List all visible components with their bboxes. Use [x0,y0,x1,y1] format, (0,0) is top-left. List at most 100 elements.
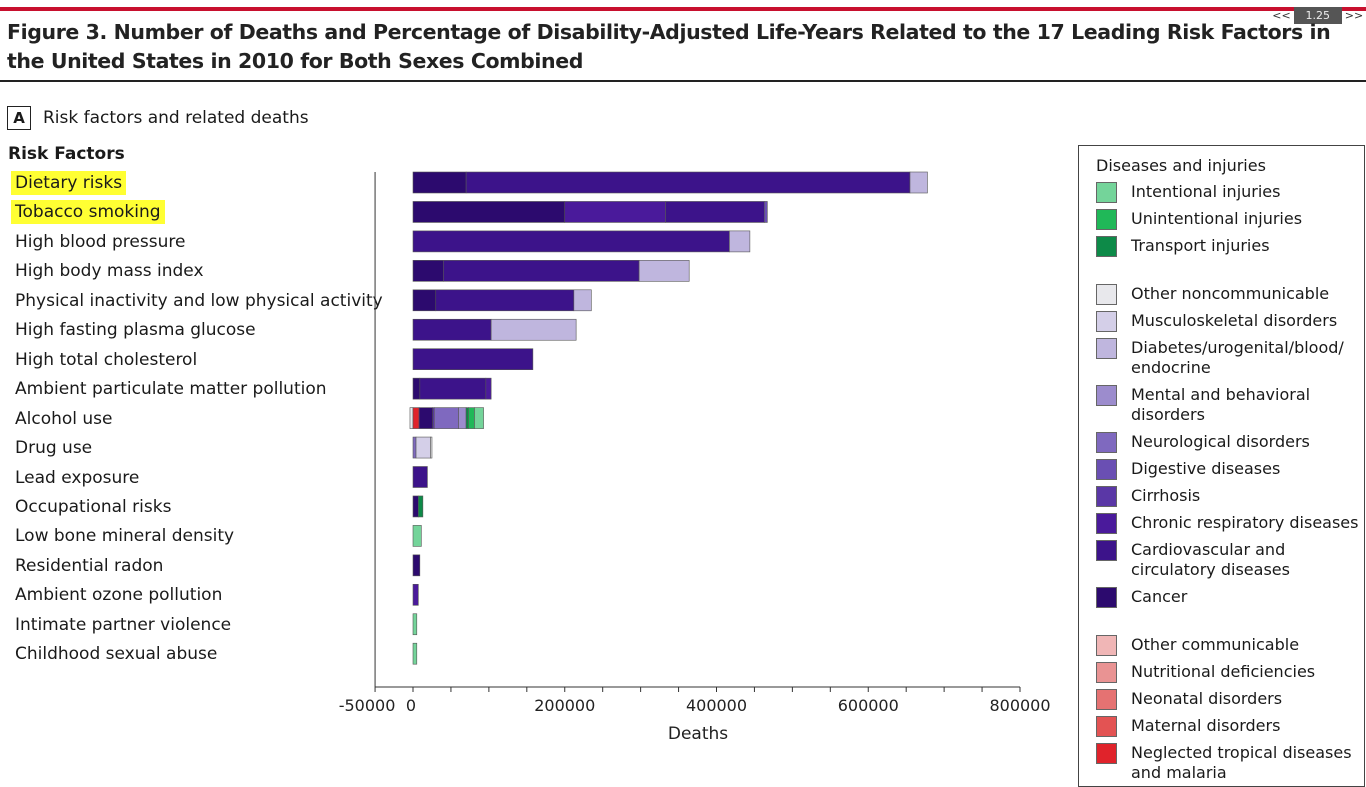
legend-label: Other noncommunicable [1131,284,1363,304]
legend-title: Diseases and injuries [1096,156,1266,175]
legend-item: Transport injuries [1096,236,1363,257]
bar-segment [413,231,729,252]
legend-label: Neurological disorders [1131,432,1363,452]
legend-item: Nutritional deficiencies [1096,662,1363,683]
legend-label: Cardiovascular and circulatory diseases [1131,540,1363,580]
bar-segment [565,201,666,222]
bar-segment [419,408,433,429]
bar-segment [574,290,591,311]
legend-label: Neonatal disorders [1131,689,1363,709]
bar-segment [491,319,576,340]
bar-segment [413,584,418,605]
legend-swatch [1096,209,1117,230]
legend-label: Mental and behavioral disorders [1131,385,1363,425]
bar-segment [764,201,767,222]
legend-swatch [1096,385,1117,406]
legend-swatch [1096,486,1117,507]
x-tick-label: 800000 [989,696,1050,715]
bar-segment [666,201,765,222]
legend-swatch [1096,716,1117,737]
bar-segment [468,408,474,429]
legend-swatch [1096,311,1117,332]
bar-segment [413,408,419,429]
legend-swatch [1096,182,1117,203]
legend-item: Digestive diseases [1096,459,1363,480]
legend-label: Cirrhosis [1131,486,1363,506]
bar-segment [413,290,436,311]
bar-segment [436,290,574,311]
legend-label: Transport injuries [1131,236,1363,256]
bar-segment [413,378,420,399]
legend-item: Neglected tropical diseases and malaria [1096,743,1363,783]
legend-label: Musculoskeletal disorders [1131,311,1363,331]
x-tick-label: 400000 [686,696,747,715]
legend-item: Unintentional injuries [1096,209,1363,230]
bar-segment [434,408,458,429]
bar-segment [413,643,417,664]
x-tick-label: 200000 [534,696,595,715]
bar-segment [466,172,910,193]
legend-swatch [1096,662,1117,683]
x-tick-label: 0 [406,696,416,715]
bar-segment [413,555,420,576]
legend-label: Chronic respiratory diseases [1131,513,1363,533]
bar-segment [413,319,491,340]
bar-segment [410,408,413,429]
bar-segment [459,408,467,429]
bar-segment [413,201,565,222]
bar-segment [413,260,443,281]
legend-item: Other communicable [1096,635,1363,656]
legend-label: Nutritional deficiencies [1131,662,1363,682]
legend-item: Mental and behavioral disorders [1096,385,1363,425]
legend-swatch [1096,689,1117,710]
legend-item: Diabetes/urogenital/blood/ endocrine [1096,338,1363,378]
legend-item: Maternal disorders [1096,716,1363,737]
bar-segment [486,378,491,399]
legend-swatch [1096,432,1117,453]
legend-item: Cardiovascular and circulatory diseases [1096,540,1363,580]
legend-item: Other noncommunicable [1096,284,1363,305]
legend-label: Other communicable [1131,635,1363,655]
legend-swatch [1096,513,1117,534]
legend-swatch [1096,743,1117,764]
legend-label: Diabetes/urogenital/blood/ endocrine [1131,338,1363,378]
legend-label: Unintentional injuries [1131,209,1363,229]
x-tick-label: -50000 [339,696,396,715]
legend-label: Intentional injuries [1131,182,1363,202]
bar-segment [413,614,417,635]
bar-segment [466,408,468,429]
bar-segment [910,172,927,193]
bar-segment [413,496,418,517]
legend-item: Chronic respiratory diseases [1096,513,1363,534]
bar-segment [420,378,486,399]
legend-swatch [1096,338,1117,359]
legend-swatch [1096,284,1117,305]
legend-swatch [1096,635,1117,656]
bar-segment [413,525,421,546]
bar-segment [413,437,416,458]
legend-label: Maternal disorders [1131,716,1363,736]
bar-segment [474,408,483,429]
bar-segment [413,467,427,488]
bar-segment [418,496,423,517]
bar-segment [413,172,466,193]
legend-item: Cirrhosis [1096,486,1363,507]
legend-swatch [1096,459,1117,480]
bar-segment [729,231,749,252]
legend-item: Neurological disorders [1096,432,1363,453]
bar-segment [443,260,639,281]
legend: Diseases and injuries Intentional injuri… [1078,145,1365,787]
legend-label: Cancer [1131,587,1363,607]
legend-swatch [1096,540,1117,561]
x-tick-label: 600000 [838,696,899,715]
legend-item: Musculoskeletal disorders [1096,311,1363,332]
legend-item: Intentional injuries [1096,182,1363,203]
x-axis-title: Deaths [668,724,728,744]
bar-segment [416,437,430,458]
legend-swatch [1096,587,1117,608]
legend-label: Neglected tropical diseases and malaria [1131,743,1363,783]
legend-item: Cancer [1096,587,1363,608]
bar-segment [639,260,689,281]
bar-segment [430,437,432,458]
legend-item: Neonatal disorders [1096,689,1363,710]
